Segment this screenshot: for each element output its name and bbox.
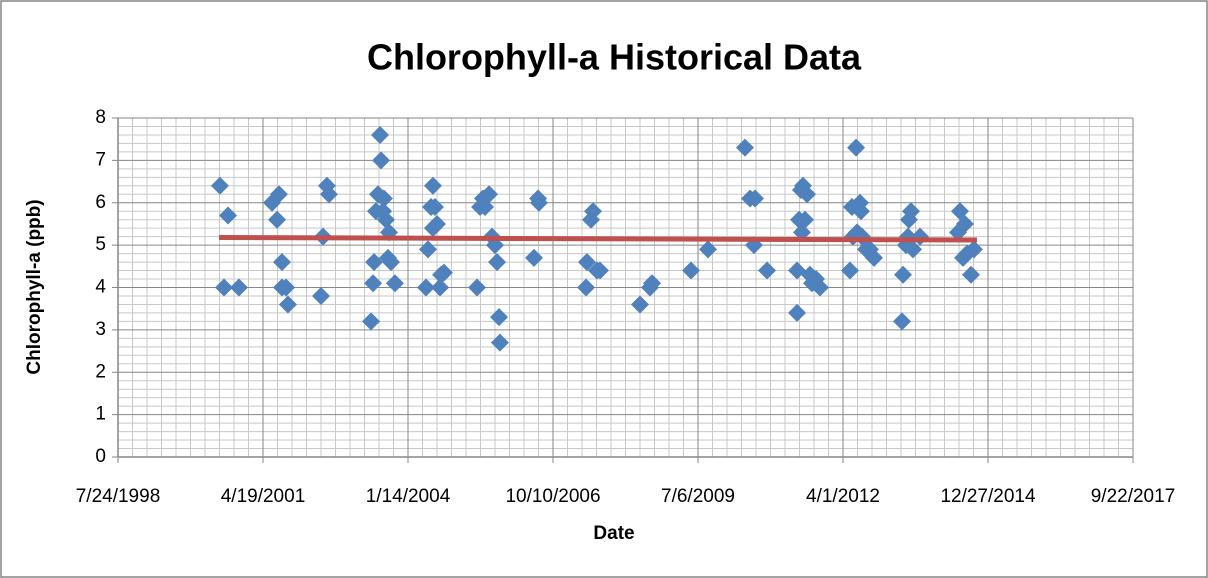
point bbox=[577, 253, 596, 272]
point bbox=[631, 295, 649, 314]
point bbox=[894, 265, 913, 284]
y-tick-label: 6 bbox=[95, 192, 106, 213]
point bbox=[893, 312, 912, 331]
x-tick-label: 10/10/2006 bbox=[505, 486, 600, 507]
point bbox=[416, 278, 435, 297]
point bbox=[488, 253, 507, 272]
y-tick-label: 0 bbox=[95, 446, 106, 467]
point bbox=[964, 240, 983, 259]
point bbox=[590, 261, 609, 280]
x-tick-label: 4/19/2001 bbox=[221, 486, 306, 507]
point bbox=[865, 248, 884, 267]
point bbox=[364, 274, 383, 293]
point bbox=[319, 185, 338, 204]
x-tick-label: 7/24/1998 bbox=[76, 486, 161, 507]
point bbox=[810, 278, 829, 297]
y-tick-label: 5 bbox=[95, 234, 106, 255]
point bbox=[428, 214, 446, 233]
point bbox=[682, 261, 701, 280]
point bbox=[365, 253, 384, 272]
point bbox=[902, 202, 921, 221]
point bbox=[277, 278, 296, 297]
point bbox=[962, 265, 981, 284]
point bbox=[425, 197, 444, 216]
point bbox=[219, 206, 238, 225]
point bbox=[229, 278, 248, 297]
point bbox=[480, 185, 499, 204]
point bbox=[376, 210, 395, 229]
point bbox=[434, 263, 453, 282]
point bbox=[758, 261, 777, 280]
chart-title: Chlorophyll-a Historical Data bbox=[367, 37, 862, 78]
point bbox=[735, 138, 754, 157]
point bbox=[468, 278, 487, 297]
point bbox=[210, 176, 229, 195]
point bbox=[851, 202, 870, 221]
point bbox=[490, 308, 509, 327]
point bbox=[788, 303, 807, 322]
point bbox=[382, 253, 401, 272]
point bbox=[269, 185, 288, 204]
point bbox=[385, 274, 404, 293]
point bbox=[525, 248, 544, 267]
point bbox=[840, 261, 859, 280]
y-tick-label: 1 bbox=[95, 404, 106, 425]
point bbox=[798, 185, 817, 204]
y-tick-label: 8 bbox=[95, 107, 106, 128]
y-tick-label: 3 bbox=[95, 319, 106, 340]
y-tick-label: 2 bbox=[95, 361, 106, 382]
point bbox=[423, 176, 442, 195]
point bbox=[419, 240, 438, 259]
point bbox=[699, 240, 718, 259]
point bbox=[529, 193, 548, 212]
point bbox=[490, 333, 509, 352]
y-tick-label: 4 bbox=[95, 277, 106, 298]
y-tick-label: 7 bbox=[95, 149, 106, 170]
point bbox=[584, 202, 603, 221]
point bbox=[278, 295, 297, 314]
x-tick-label: 7/6/2009 bbox=[661, 486, 735, 507]
y-axis-label: Chlorophyll-a (ppb) bbox=[24, 199, 45, 374]
point bbox=[643, 274, 662, 293]
point bbox=[792, 223, 811, 242]
x-tick-label: 4/1/2012 bbox=[806, 486, 880, 507]
point bbox=[371, 125, 390, 144]
point bbox=[577, 278, 596, 297]
point bbox=[745, 189, 764, 208]
point bbox=[431, 278, 450, 297]
point bbox=[272, 253, 291, 272]
point bbox=[847, 138, 866, 157]
trend-line bbox=[219, 234, 977, 243]
x-axis-label: Date bbox=[593, 523, 634, 544]
point bbox=[268, 210, 287, 229]
point bbox=[374, 189, 393, 208]
x-tick-label: 1/14/2004 bbox=[366, 486, 451, 507]
x-tick-label: 12/27/2014 bbox=[940, 486, 1036, 507]
point bbox=[362, 312, 381, 331]
point bbox=[214, 278, 233, 297]
point bbox=[796, 210, 815, 229]
point bbox=[312, 286, 330, 305]
point bbox=[372, 151, 391, 170]
point bbox=[955, 214, 974, 233]
point bbox=[904, 240, 923, 259]
x-tick-label: 9/22/2017 bbox=[1091, 486, 1176, 507]
